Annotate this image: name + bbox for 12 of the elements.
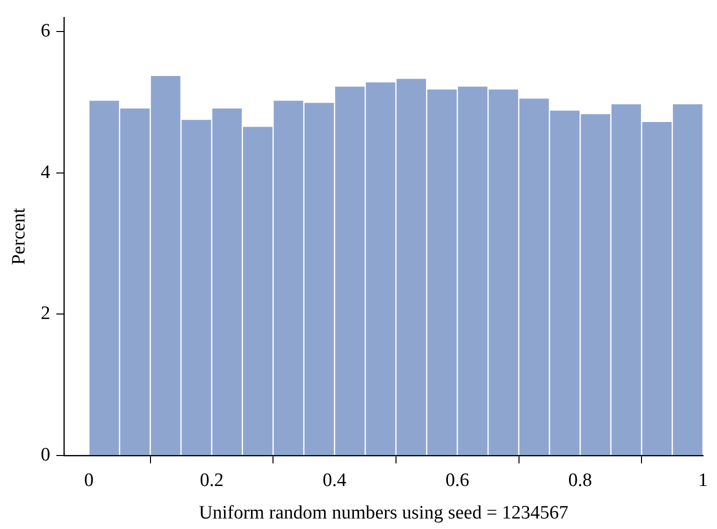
x-tick-label: 0.8 [568, 470, 592, 491]
x-tick-label: 0.2 [200, 470, 224, 491]
x-tick-label: 0 [84, 470, 94, 491]
y-tick-label: 0 [40, 444, 50, 466]
x-tick-label: 0.4 [322, 470, 347, 491]
x-tick-label: 0.6 [445, 470, 470, 491]
x-tick-label: 1 [698, 470, 708, 491]
y-tick-label: 6 [40, 20, 50, 42]
y-tick-label: 4 [40, 162, 51, 183]
y-axis-title: Percent [8, 207, 30, 265]
x-axis-title: Uniform random numbers using seed = 1234567 [198, 502, 568, 524]
y-tick-label: 2 [40, 303, 50, 324]
